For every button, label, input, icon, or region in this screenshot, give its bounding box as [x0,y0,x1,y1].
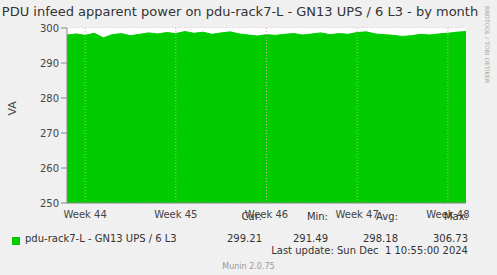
svg-text:VA: VA [8,101,19,116]
svg-text:290: 290 [40,58,59,69]
svg-text:280: 280 [40,93,59,104]
svg-text:260: 260 [40,163,59,174]
svg-text:Week 45: Week 45 [154,209,197,220]
svg-text:Week 47: Week 47 [336,209,379,220]
svg-text:270: 270 [40,128,59,139]
svg-text:300: 300 [40,23,59,34]
svg-text:Week 44: Week 44 [63,209,106,220]
svg-text:250: 250 [40,198,59,209]
